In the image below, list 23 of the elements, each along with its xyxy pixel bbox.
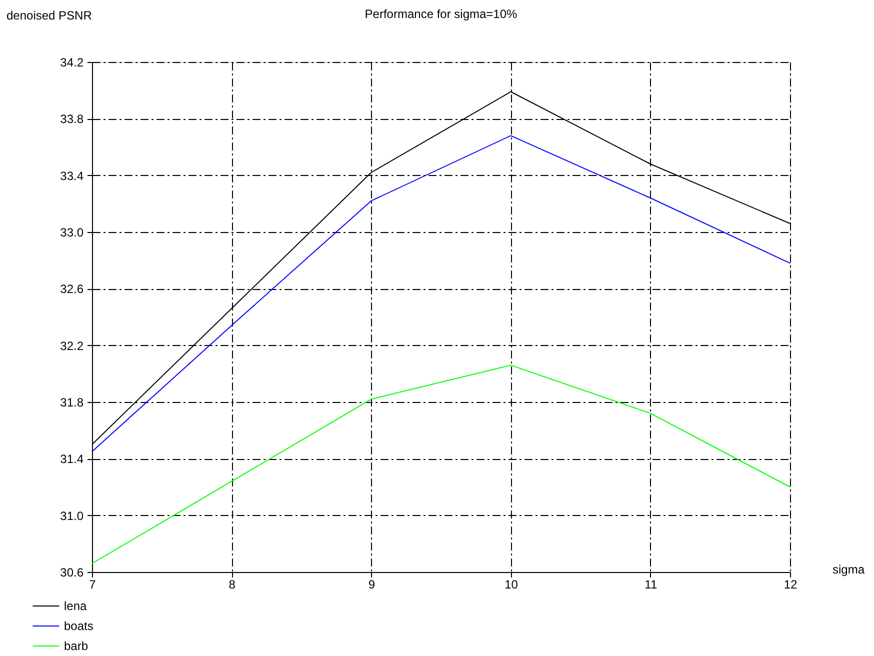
y-axis-title: denoised PSNR <box>6 8 92 22</box>
x-tick-label: 8 <box>228 578 236 592</box>
legend-label: barb <box>64 639 88 653</box>
chart-title: Performance for sigma=10% <box>364 7 518 21</box>
x-tick-label: 7 <box>89 578 96 592</box>
x-tick-label: 11 <box>644 578 658 592</box>
y-tick-label: 31.8 <box>60 396 84 410</box>
y-tick-label: 33.8 <box>60 112 84 126</box>
y-tick-label: 33.4 <box>60 168 84 183</box>
x-tick-label: 10 <box>504 578 518 592</box>
y-tick-label: 32.6 <box>60 282 84 296</box>
legend-label: boats <box>64 619 94 633</box>
x-axis-title: sigma <box>832 562 865 576</box>
y-tick-label: 34.2 <box>60 56 84 70</box>
line-series <box>92 364 790 564</box>
legend-label: lena <box>64 599 88 613</box>
y-tick-label: 31.4 <box>60 452 84 466</box>
y-tick-label: 31.0 <box>60 508 84 523</box>
y-tick-label: 33.0 <box>60 226 84 240</box>
y-tick-label: 32.2 <box>60 338 84 353</box>
x-tick-label: 12 <box>784 578 798 592</box>
y-tick-label: 30.6 <box>60 566 84 580</box>
x-tick-label: 9 <box>368 578 376 592</box>
